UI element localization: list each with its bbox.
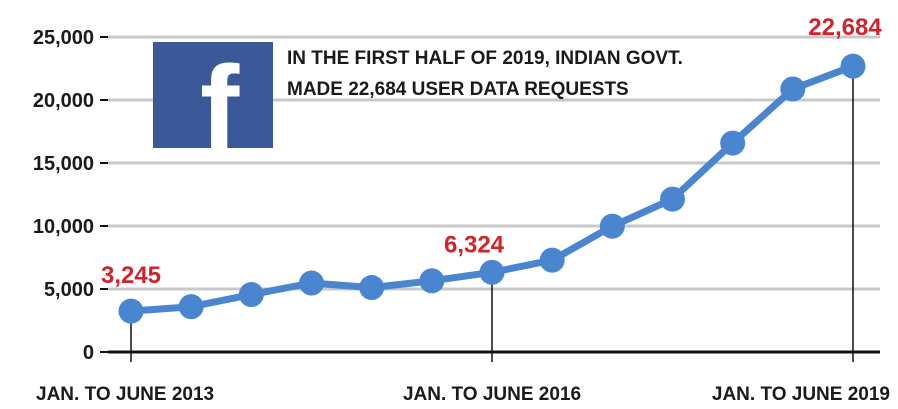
y-tick-label: 0 bbox=[83, 342, 94, 364]
data-point bbox=[840, 53, 866, 79]
data-point bbox=[539, 247, 565, 273]
y-tick-label: 25,000 bbox=[33, 27, 94, 49]
data-point bbox=[780, 76, 806, 102]
data-label: 6,324 bbox=[444, 231, 505, 258]
x-tick-labels: JAN. TO JUNE 2013 JAN. TO JUNE 2016 JAN. T… bbox=[36, 384, 890, 405]
facebook-logo: f bbox=[153, 42, 273, 174]
facebook-logo-letter: f bbox=[200, 42, 240, 174]
data-point bbox=[299, 270, 324, 296]
data-point bbox=[359, 275, 385, 301]
data-point bbox=[479, 259, 505, 285]
data-point bbox=[238, 282, 264, 308]
y-tick-label: 15,000 bbox=[33, 153, 94, 175]
y-tick-label: 5,000 bbox=[44, 279, 94, 301]
data-point bbox=[660, 186, 685, 212]
data-point bbox=[419, 268, 445, 294]
data-label: 22,684 bbox=[808, 14, 882, 41]
series bbox=[118, 53, 866, 324]
data-point bbox=[118, 298, 144, 324]
data-point bbox=[178, 294, 204, 320]
annotation: IN THE FIRST HALF OF 2019, INDIAN GOVT. … bbox=[287, 48, 683, 100]
y-tick-label: 20,000 bbox=[33, 90, 94, 112]
y-tick-label: 10,000 bbox=[33, 216, 94, 238]
annotation-line-1: IN THE FIRST HALF OF 2019, INDIAN GOVT. bbox=[287, 48, 683, 69]
x-tick-label: JAN. TO JUNE 2016 bbox=[403, 384, 581, 405]
y-tick-labels: 0 5,000 10,000 15,000 20,000 25,000 bbox=[33, 27, 108, 364]
data-labels: 3,245 6,324 22,684 bbox=[101, 14, 882, 289]
x-tick-label: JAN. TO JUNE 2013 bbox=[36, 384, 214, 405]
data-point bbox=[720, 130, 746, 156]
data-point bbox=[599, 213, 625, 239]
x-tick-label: JAN. TO JUNE 2019 bbox=[712, 384, 890, 405]
facebook-icon bbox=[153, 42, 273, 148]
annotation-line-2: MADE 22,684 USER DATA REQUESTS bbox=[287, 79, 629, 100]
data-label: 3,245 bbox=[101, 262, 161, 289]
